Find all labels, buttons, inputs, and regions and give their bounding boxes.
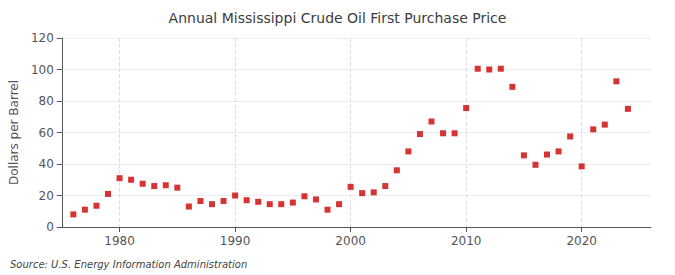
svg-text:1990: 1990 [220, 234, 251, 248]
svg-text:0: 0 [46, 220, 54, 234]
svg-text:Annual Mississippi Crude Oil F: Annual Mississippi Crude Oil First Purch… [169, 10, 507, 26]
svg-text:Source: U.S. Energy Informatio: Source: U.S. Energy Information Administ… [10, 259, 247, 270]
svg-text:100: 100 [31, 63, 54, 77]
svg-text:40: 40 [39, 157, 54, 171]
svg-text:2010: 2010 [451, 234, 482, 248]
svg-text:120: 120 [31, 31, 54, 45]
svg-text:Dollars per Barrel: Dollars per Barrel [7, 80, 21, 185]
svg-text:2000: 2000 [335, 234, 366, 248]
svg-text:20: 20 [39, 189, 54, 203]
svg-text:60: 60 [39, 126, 54, 140]
svg-text:80: 80 [39, 94, 54, 108]
svg-text:1980: 1980 [104, 234, 135, 248]
svg-text:2020: 2020 [566, 234, 597, 248]
